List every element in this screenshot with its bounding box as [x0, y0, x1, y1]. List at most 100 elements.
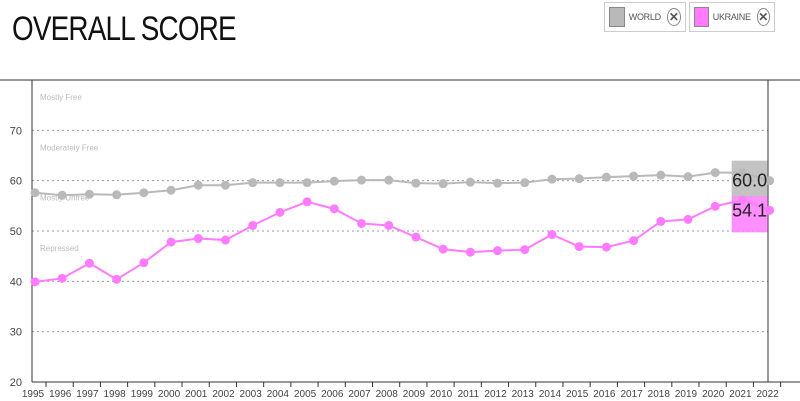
legend-label-world: WORLD	[628, 12, 661, 22]
data-point	[166, 237, 176, 247]
value-label: 54.1	[732, 200, 767, 220]
x-tick-label: 2003	[240, 389, 263, 400]
data-point	[139, 188, 149, 198]
x-tick-label: 2000	[158, 389, 181, 400]
zone-label: Repressed	[40, 244, 79, 253]
data-point	[547, 230, 557, 240]
data-point	[112, 190, 122, 200]
x-tick-label: 1999	[131, 389, 154, 400]
data-point	[30, 277, 40, 287]
data-point	[411, 232, 421, 242]
x-tick-label: 2013	[512, 389, 535, 400]
close-icon[interactable]: ✕	[666, 8, 681, 26]
data-point	[465, 247, 475, 257]
x-tick-label: 2008	[376, 389, 399, 400]
data-point	[193, 180, 203, 190]
data-point	[30, 188, 40, 198]
x-tick-label: 2006	[321, 389, 344, 400]
y-tick-label: 70	[10, 125, 22, 137]
data-point	[275, 178, 285, 188]
x-tick-label: 1997	[76, 389, 99, 400]
chart-title: OVERALL SCORE	[12, 10, 237, 48]
data-point	[84, 189, 94, 199]
zone-label: Mostly Free	[40, 93, 82, 102]
value-label-box	[731, 160, 768, 197]
data-point	[656, 170, 666, 180]
data-point	[710, 201, 720, 211]
data-point	[520, 245, 530, 255]
data-point	[574, 174, 584, 184]
data-point	[193, 234, 203, 244]
x-tick-label: 2014	[539, 389, 562, 400]
data-point	[520, 178, 530, 188]
zone-label: Moderately Free	[40, 143, 99, 152]
x-tick-label: 2019	[675, 389, 698, 400]
data-point	[384, 220, 394, 230]
data-point	[629, 171, 639, 181]
x-tick-label: 1998	[104, 389, 127, 400]
data-point	[84, 258, 94, 268]
x-tick-label: 2018	[648, 389, 671, 400]
series-line	[34, 198, 771, 283]
data-point	[384, 175, 394, 185]
series-line	[34, 171, 770, 197]
data-point	[493, 246, 503, 256]
data-point	[302, 197, 312, 207]
data-point	[329, 176, 339, 186]
data-point	[57, 190, 67, 200]
x-tick-label: 2022	[757, 389, 780, 400]
data-point	[220, 235, 230, 245]
legend-item-ukraine[interactable]: UKRAINE ✕	[689, 2, 775, 32]
data-point	[357, 218, 367, 228]
world-swatch	[609, 7, 625, 27]
data-point	[248, 220, 258, 230]
value-label-box	[731, 196, 768, 233]
data-point	[139, 258, 149, 268]
data-point	[710, 168, 720, 178]
data-point	[629, 236, 639, 246]
x-tick-label: 2009	[403, 389, 426, 400]
data-point	[438, 244, 448, 254]
x-tick-label: 1995	[22, 389, 45, 400]
data-point	[220, 180, 230, 190]
data-point	[248, 178, 258, 188]
close-icon[interactable]: ✕	[756, 8, 770, 26]
data-point	[601, 242, 611, 252]
x-tick-label: 2020	[702, 389, 725, 400]
data-point	[683, 172, 693, 182]
x-tick-label: 2002	[212, 389, 235, 400]
data-point	[683, 214, 693, 224]
x-tick-label: 2011	[458, 389, 480, 400]
y-tick-label: 20	[10, 377, 22, 389]
data-point	[302, 178, 312, 188]
x-tick-label: 2005	[294, 389, 317, 400]
x-tick-label: 1996	[49, 389, 72, 400]
x-tick-label: 2007	[348, 389, 371, 400]
x-tick-label: 2015	[566, 389, 589, 400]
x-tick-label: 2017	[620, 389, 643, 400]
data-point	[465, 177, 475, 187]
data-point	[411, 178, 421, 188]
data-point	[656, 216, 666, 226]
y-tick-label: 40	[10, 276, 22, 288]
data-point	[601, 172, 611, 182]
x-tick-label: 2004	[267, 389, 290, 400]
x-tick-label: 2012	[484, 389, 507, 400]
y-tick-label: 50	[10, 226, 22, 238]
data-point	[166, 185, 176, 195]
y-tick-label: 30	[10, 327, 22, 339]
ukraine-swatch	[694, 7, 709, 27]
x-tick-label: 2010	[430, 389, 453, 400]
data-point	[438, 179, 448, 189]
x-tick-label: 2001	[185, 389, 208, 400]
legend-label-ukraine: UKRAINE	[712, 12, 751, 22]
data-point	[57, 273, 67, 283]
legend-item-world[interactable]: WORLD ✕	[604, 2, 686, 32]
data-point	[493, 178, 503, 188]
data-point	[329, 204, 339, 214]
x-tick-label: 2021	[729, 389, 752, 400]
data-point	[275, 207, 285, 217]
data-point	[112, 274, 122, 284]
data-point	[574, 242, 584, 252]
